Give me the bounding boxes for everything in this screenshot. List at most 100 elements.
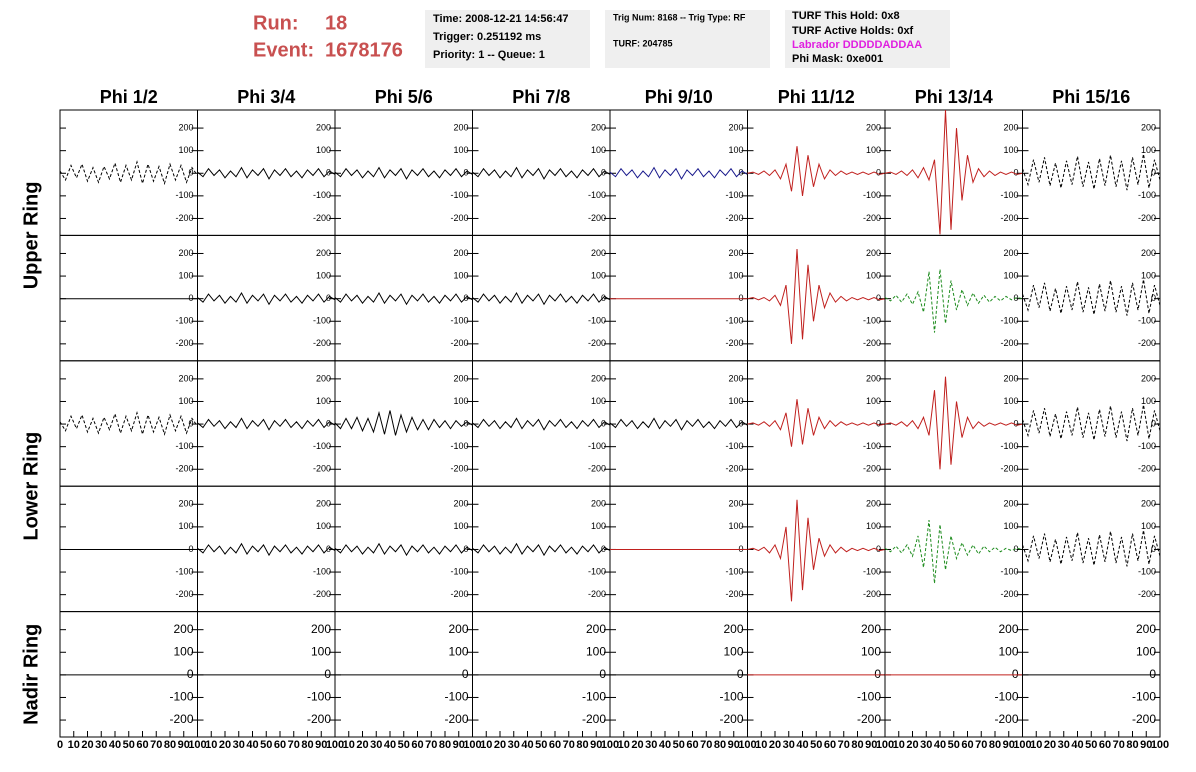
y-tick-label: 0	[737, 667, 744, 681]
info-box	[605, 10, 770, 68]
y-tick-label: 0	[188, 418, 193, 428]
x-tick-label: 20	[356, 739, 368, 751]
waveform	[472, 291, 611, 306]
x-tick-label: 30	[645, 739, 657, 751]
column-header: Phi 3/4	[237, 87, 295, 107]
x-tick-label: 50	[535, 739, 547, 751]
y-tick-label: 100	[866, 396, 881, 406]
column-header: Phi 7/8	[512, 87, 570, 107]
column-header: Phi 9/10	[645, 87, 713, 107]
y-tick-label: -100	[1000, 190, 1018, 200]
y-tick-label: 200	[591, 122, 606, 132]
x-tick-label: 70	[1113, 739, 1125, 751]
y-tick-label: -100	[1138, 566, 1156, 576]
y-tick-label: -100	[857, 690, 881, 704]
waveform	[1022, 404, 1161, 442]
y-tick-label: -200	[1132, 712, 1156, 726]
x-tick-label: 30	[920, 739, 932, 751]
y-tick-label: -200	[725, 213, 743, 223]
y-tick-label: -100	[1000, 566, 1018, 576]
y-tick-label: 0	[1151, 544, 1156, 554]
y-tick-label: -200	[863, 464, 881, 474]
y-tick-label: 100	[173, 644, 193, 658]
y-tick-label: 100	[178, 396, 193, 406]
y-tick-label: 200	[866, 499, 881, 509]
y-tick-label: 100	[316, 145, 331, 155]
y-tick-label: -100	[313, 316, 331, 326]
x-tick-label: 60	[136, 739, 148, 751]
x-tick-label: 20	[219, 739, 231, 751]
y-tick-label: -200	[725, 589, 743, 599]
y-tick-label: 200	[178, 248, 193, 258]
x-tick-label: 80	[164, 739, 176, 751]
y-tick-label: -200	[588, 213, 606, 223]
y-tick-label: 100	[453, 396, 468, 406]
y-tick-label: 100	[1141, 145, 1156, 155]
y-tick-label: 0	[599, 667, 606, 681]
y-tick-label: 200	[728, 499, 743, 509]
y-tick-label: 100	[866, 145, 881, 155]
y-tick-label: 0	[738, 293, 743, 303]
y-tick-label: 0	[1013, 418, 1018, 428]
y-tick-label: -100	[725, 316, 743, 326]
x-tick-label: 10	[205, 739, 217, 751]
y-tick-label: 0	[1012, 667, 1019, 681]
y-tick-label: -100	[863, 566, 881, 576]
waveform	[747, 146, 886, 196]
column-header: Phi 11/12	[778, 87, 855, 107]
y-tick-label: 0	[188, 544, 193, 554]
x-tick-label: 0	[57, 739, 63, 751]
info-box	[785, 10, 950, 68]
y-tick-label: -200	[994, 712, 1018, 726]
y-tick-label: 100	[1136, 644, 1156, 658]
x-tick-label: 20	[1044, 739, 1056, 751]
y-tick-label: 0	[1151, 418, 1156, 428]
waveform	[334, 291, 473, 306]
y-tick-label: 200	[591, 499, 606, 509]
info-text: TURF: 204785	[613, 38, 673, 48]
x-tick-label: 70	[563, 739, 575, 751]
x-tick-label: 70	[150, 739, 162, 751]
x-tick-label: 20	[906, 739, 918, 751]
y-tick-label: 0	[324, 667, 331, 681]
y-tick-label: -100	[719, 690, 743, 704]
waveform	[197, 417, 336, 431]
y-tick-label: -200	[588, 338, 606, 348]
y-tick-label: -100	[450, 566, 468, 576]
x-tick-label: 90	[1003, 739, 1015, 751]
y-tick-label: -100	[1138, 316, 1156, 326]
y-tick-label: 200	[1003, 499, 1018, 509]
y-tick-label: -100	[450, 441, 468, 451]
y-tick-label: 100	[311, 644, 331, 658]
info-box	[425, 10, 590, 68]
y-tick-label: 100	[453, 270, 468, 280]
x-tick-label: 10	[68, 739, 80, 751]
event-label: Event:	[253, 39, 314, 61]
y-tick-label: -200	[1000, 589, 1018, 599]
y-tick-label: 200	[178, 373, 193, 383]
y-tick-label: 200	[866, 122, 881, 132]
y-tick-label: 100	[1003, 521, 1018, 531]
y-tick-label: 0	[188, 168, 193, 178]
y-tick-label: -100	[994, 690, 1018, 704]
y-tick-label: -200	[169, 712, 193, 726]
info-text: TURF This Hold: 0x8	[792, 10, 900, 22]
column-header: Phi 15/16	[1052, 87, 1130, 107]
y-tick-label: -200	[175, 464, 193, 474]
y-tick-label: 100	[448, 644, 468, 658]
y-tick-label: -200	[444, 712, 468, 726]
waveform	[884, 376, 1023, 470]
y-tick-label: 100	[728, 145, 743, 155]
waveform	[1022, 530, 1161, 567]
y-tick-label: 200	[861, 622, 881, 636]
waveform	[334, 410, 473, 436]
y-tick-label: 0	[1013, 168, 1018, 178]
y-tick-label: 0	[876, 418, 881, 428]
info-text: Trigger: 0.251192 ms	[433, 31, 541, 43]
y-tick-label: 200	[316, 122, 331, 132]
y-tick-label: -200	[450, 464, 468, 474]
x-tick-label: 100	[738, 739, 756, 751]
y-tick-label: 0	[876, 293, 881, 303]
y-tick-label: 0	[1151, 168, 1156, 178]
x-tick-label: 70	[838, 739, 850, 751]
